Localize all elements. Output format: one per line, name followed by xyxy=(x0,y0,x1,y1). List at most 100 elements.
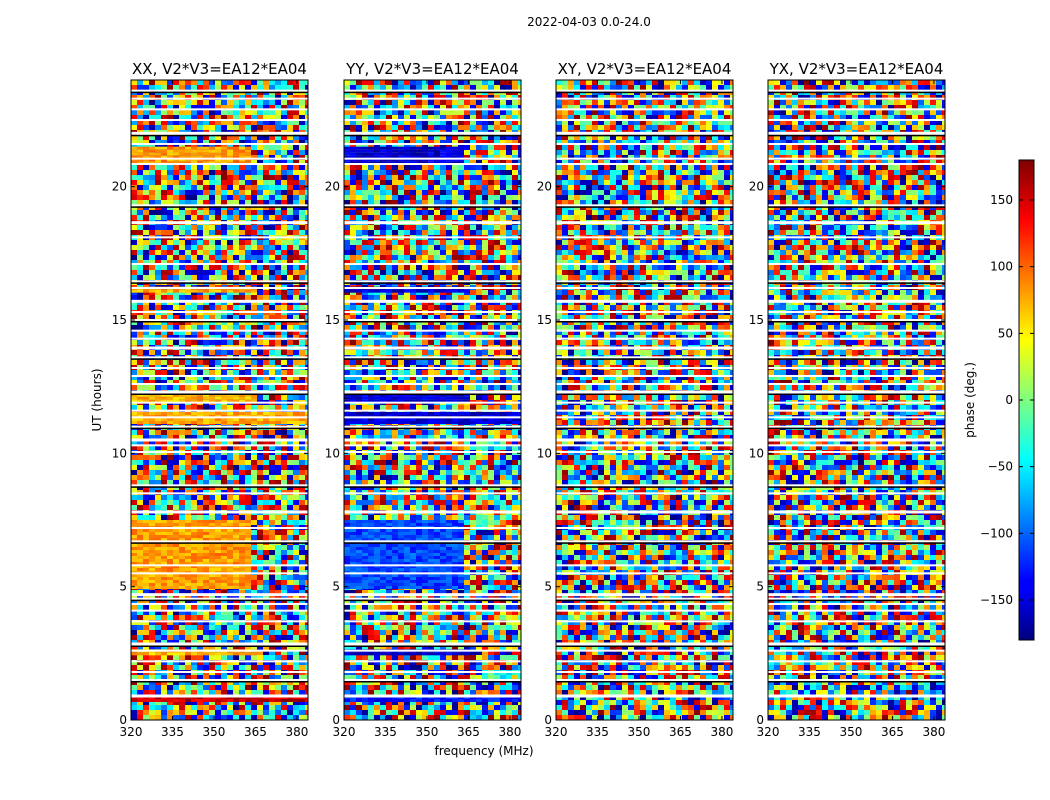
flag-edge xyxy=(131,134,308,137)
flagged-row xyxy=(556,438,733,442)
flag-edge xyxy=(768,206,945,208)
flagged-row xyxy=(556,236,733,239)
flagged-row xyxy=(131,311,308,313)
flagged-row xyxy=(131,375,308,377)
flag-edge xyxy=(131,486,308,488)
flag-edge xyxy=(556,282,733,284)
flagged-row xyxy=(768,204,945,207)
flag-edge xyxy=(768,681,945,683)
y-tick-label: 5 xyxy=(544,580,552,594)
flagged-row xyxy=(131,236,308,239)
flag-edge xyxy=(556,486,733,488)
panel-title: YX, V2*V3=EA12*EA04 xyxy=(769,60,944,78)
flag-edge xyxy=(344,427,521,430)
flag-edge xyxy=(768,91,945,94)
flag-edge xyxy=(131,91,308,94)
flagged-row xyxy=(556,660,733,663)
flagged-row xyxy=(344,287,521,289)
flag-edge xyxy=(344,645,521,647)
flagged-row xyxy=(556,425,733,428)
flagged-row xyxy=(344,401,521,404)
y-tick-label: 15 xyxy=(749,313,764,327)
flag-edge xyxy=(768,134,945,137)
flagged-row xyxy=(556,649,733,652)
flagged-row xyxy=(131,609,308,612)
x-tick-label: 380 xyxy=(285,725,308,739)
heatmap-cells xyxy=(131,80,308,720)
flagged-row xyxy=(556,383,733,385)
panel-xx: XX, V2*V3=EA12*EA04 320 335 350 365 380 0 5 10 15… xyxy=(112,60,309,739)
flag-edge xyxy=(556,599,733,602)
flagged-row xyxy=(556,484,733,487)
flagged-row xyxy=(768,383,945,385)
flagged-row xyxy=(768,572,945,575)
flagged-row xyxy=(344,263,521,265)
flagged-row xyxy=(556,143,733,145)
flagged-row xyxy=(344,694,521,698)
panel-frame xyxy=(343,79,522,721)
flagged-row xyxy=(768,451,945,453)
flag-edge xyxy=(768,599,945,602)
flagged-row xyxy=(556,609,733,612)
flagged-row xyxy=(556,97,733,100)
flagged-row xyxy=(768,642,945,646)
flag-edge xyxy=(344,681,521,683)
flagged-row xyxy=(556,409,733,412)
y-tick-label: 0 xyxy=(544,713,552,727)
flagged-row xyxy=(768,425,945,428)
flagged-row xyxy=(768,367,945,369)
y-tick-label: 20 xyxy=(537,180,552,194)
flag-edge xyxy=(131,427,308,430)
flagged-row xyxy=(131,492,308,495)
flagged-row xyxy=(131,119,308,121)
flagged-row xyxy=(131,484,308,487)
y-tick-label: 10 xyxy=(112,446,127,460)
flagged-row xyxy=(344,609,521,612)
flagged-row xyxy=(131,451,308,453)
flagged-row xyxy=(556,157,733,160)
flagged-row xyxy=(768,484,945,487)
flagged-row xyxy=(131,383,308,385)
x-tick-label: 350 xyxy=(840,725,863,739)
x-tick-label: 350 xyxy=(628,725,651,739)
flagged-row xyxy=(344,375,521,377)
panel-title: XX, V2*V3=EA12*EA04 xyxy=(132,60,307,78)
flagged-row xyxy=(768,89,945,92)
flagged-row xyxy=(344,603,521,605)
flagged-row xyxy=(131,425,308,428)
flag-edge xyxy=(131,393,308,395)
flagged-row xyxy=(344,97,521,100)
flagged-row xyxy=(344,572,521,575)
x-tick-label: 365 xyxy=(244,725,267,739)
x-tick-label: 350 xyxy=(416,725,439,739)
colorbar-ticks: 150 100 50 0 −50 −100 −150 xyxy=(980,193,1034,607)
flagged-row xyxy=(344,564,521,567)
flag-edge xyxy=(556,358,733,360)
flagged-row xyxy=(768,694,945,698)
flagged-row xyxy=(768,97,945,100)
flag-edge xyxy=(344,134,521,137)
flagged-row xyxy=(131,540,308,543)
flagged-row xyxy=(556,204,733,207)
flagged-row xyxy=(344,157,521,160)
flagged-row xyxy=(768,119,945,121)
flagged-row xyxy=(131,438,308,442)
flagged-row xyxy=(344,671,521,673)
flagged-row xyxy=(768,319,945,321)
colorbar-tick-label: 0 xyxy=(1005,393,1013,407)
flagged-row xyxy=(344,597,521,600)
colorbar-label: phase (deg.) xyxy=(963,362,977,438)
colorbar-tick-label: −100 xyxy=(980,526,1013,540)
figure-suptitle: 2022-04-03 0.0-24.0 xyxy=(527,15,651,29)
flagged-row xyxy=(768,603,945,605)
flagged-row xyxy=(556,299,733,303)
flagged-row xyxy=(768,620,945,623)
flag-edge xyxy=(556,321,733,323)
flagged-row xyxy=(344,409,521,412)
flag-edge xyxy=(768,486,945,488)
flagged-row xyxy=(131,564,308,567)
flag-edge xyxy=(131,358,308,360)
y-tick-label: 15 xyxy=(112,313,127,327)
flagged-row xyxy=(556,597,733,600)
y-tick-label: 5 xyxy=(119,580,127,594)
